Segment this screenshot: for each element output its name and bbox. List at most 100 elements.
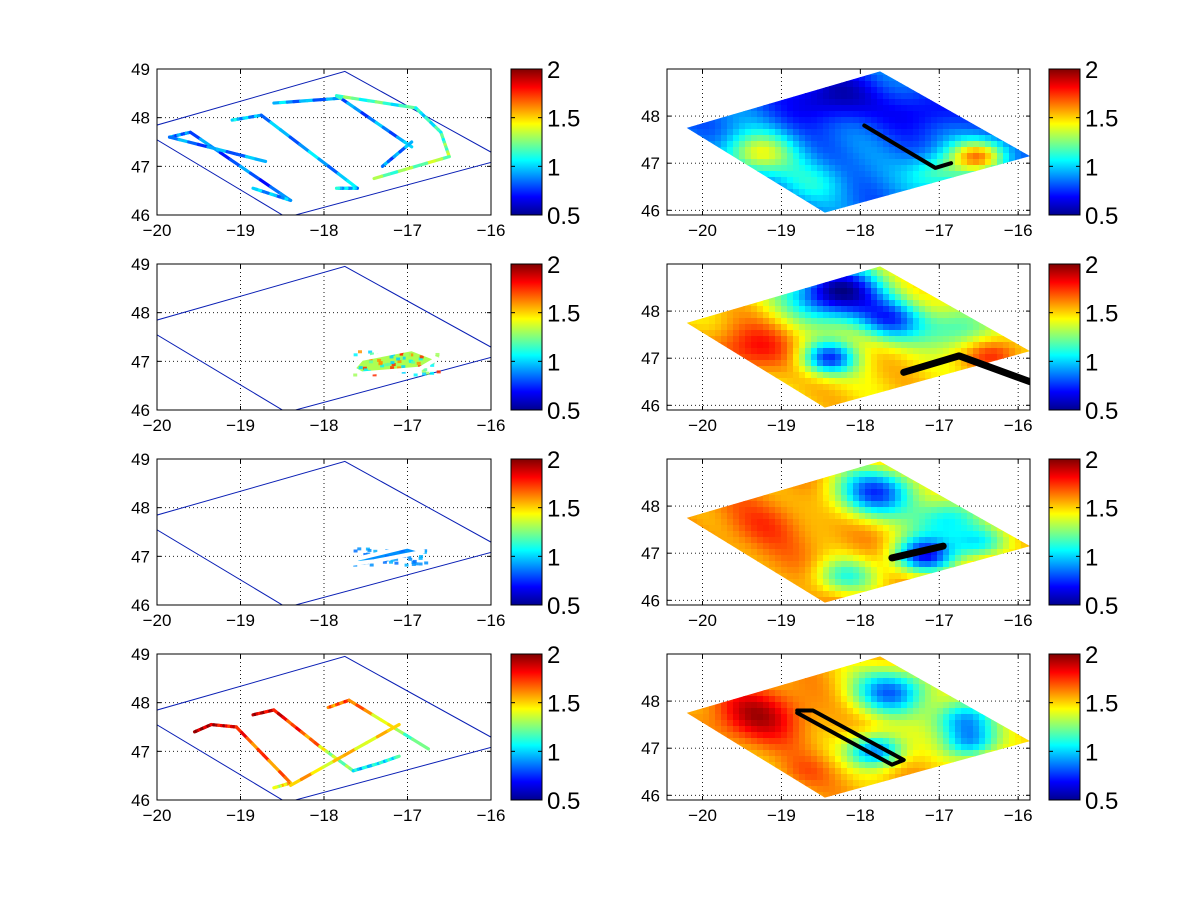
heatmap-cell <box>763 336 770 343</box>
heatmap-cell <box>865 366 872 373</box>
heatmap-cell <box>997 189 1004 196</box>
heatmap-cell <box>739 330 746 337</box>
heatmap-cell <box>721 87 728 94</box>
heatmap-cell <box>721 348 728 355</box>
heatmap-cell <box>913 402 920 408</box>
heatmap-cell <box>925 75 932 82</box>
heatmap-cell <box>793 597 800 603</box>
heatmap-cell <box>895 495 902 502</box>
heatmap-cell <box>889 147 896 154</box>
heatmap-cell <box>805 87 812 94</box>
heatmap-cell <box>961 135 968 142</box>
heatmap-cell <box>889 549 896 556</box>
heatmap-cell <box>967 294 974 301</box>
heatmap-cell <box>787 99 794 106</box>
heatmap-cell <box>691 183 698 190</box>
heatmap-cell <box>823 561 830 568</box>
heatmap-cell <box>787 81 794 88</box>
heatmap-cell <box>805 597 812 603</box>
heatmap-cell <box>793 183 800 190</box>
colorbar-gradient <box>1049 69 1080 215</box>
heatmap-cell <box>715 105 722 112</box>
heatmap-cell <box>835 75 842 82</box>
heatmap-cell <box>901 591 908 598</box>
heatmap-cell <box>859 270 866 277</box>
heatmap-cell <box>686 288 692 295</box>
heatmap-cell <box>703 189 710 196</box>
heatmap-cell <box>739 477 746 484</box>
heatmap-cell <box>889 567 896 574</box>
heatmap-cell <box>853 366 860 373</box>
plot-area <box>673 266 1030 415</box>
heatmap-cell <box>841 147 848 154</box>
heatmap-cell <box>751 71 758 76</box>
heatmap-cell <box>775 159 782 166</box>
patch-cell <box>423 549 428 553</box>
heatmap-cell <box>901 75 908 82</box>
heatmap-cell <box>985 324 992 331</box>
heatmap-cell <box>727 477 734 484</box>
heatmap-cell <box>805 330 812 337</box>
heatmap-cell <box>973 75 980 82</box>
heatmap-cell <box>805 366 812 373</box>
heatmap-cell <box>727 105 734 112</box>
heatmap-cell <box>871 531 878 538</box>
heatmap-cell <box>745 465 752 472</box>
heatmap-cell <box>979 135 986 142</box>
heatmap-cell <box>823 525 830 532</box>
heatmap-cell <box>733 360 740 367</box>
heatmap-cell <box>835 531 842 538</box>
heatmap-cell <box>757 471 764 478</box>
heatmap-cell <box>805 507 812 514</box>
heatmap-cell <box>835 87 842 94</box>
heatmap-cell <box>763 603 770 610</box>
heatmap-cell <box>805 213 812 220</box>
heatmap-cell <box>877 294 884 301</box>
heatmap-cell <box>721 378 728 385</box>
heatmap-cell <box>686 282 692 289</box>
heatmap-cell <box>775 99 782 106</box>
heatmap-cell <box>901 336 908 343</box>
heatmap-cell <box>829 396 836 403</box>
heatmap-cell <box>703 165 710 172</box>
heatmap-cell <box>961 390 968 397</box>
heatmap-cell <box>913 579 920 586</box>
heatmap-cell <box>919 324 926 331</box>
heatmap-cell <box>1021 270 1028 277</box>
heatmap-cell <box>691 461 698 466</box>
heatmap-cell <box>901 123 908 130</box>
heatmap-cell <box>895 117 902 124</box>
heatmap-cell <box>805 408 812 415</box>
heatmap-cell <box>967 153 974 160</box>
heatmap-cell <box>1009 195 1016 202</box>
heatmap-cell <box>799 171 806 178</box>
heatmap-cell <box>757 555 764 562</box>
heatmap-cell <box>799 408 806 415</box>
heatmap-cell <box>889 87 896 94</box>
heatmap-cell <box>787 189 794 196</box>
heatmap-cell <box>763 378 770 385</box>
heatmap-cell <box>829 561 836 568</box>
heatmap-cell <box>931 477 938 484</box>
heatmap-cell <box>739 555 746 562</box>
heatmap-cell <box>829 111 836 118</box>
heatmap-cell <box>667 549 674 556</box>
heatmap-cell <box>1009 288 1016 295</box>
heatmap-cell <box>727 408 734 415</box>
heatmap-cell <box>721 330 728 337</box>
heatmap-cell <box>1003 141 1010 148</box>
heatmap-cell <box>673 390 680 397</box>
heatmap-cell <box>847 573 854 580</box>
heatmap-cell <box>889 507 896 514</box>
heatmap-cell <box>901 99 908 106</box>
heatmap-cell <box>715 282 722 289</box>
heatmap-cell <box>811 483 818 490</box>
heatmap-cell <box>721 270 728 277</box>
heatmap-cell <box>997 165 1004 172</box>
heatmap-cell <box>883 585 890 592</box>
heatmap-cell <box>721 384 728 391</box>
heatmap-cell <box>793 300 800 307</box>
heatmap-cell <box>769 266 776 271</box>
heatmap-cell <box>709 288 716 295</box>
